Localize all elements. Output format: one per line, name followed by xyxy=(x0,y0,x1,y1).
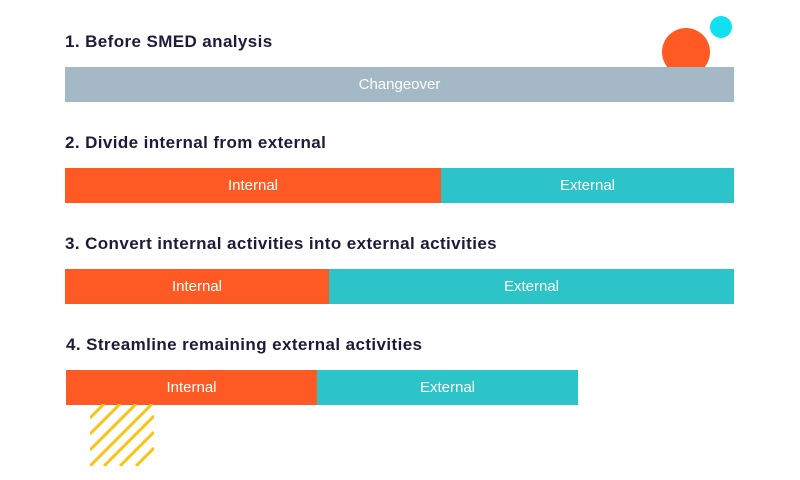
internal-segment: Internal xyxy=(65,269,329,304)
step-1-title: 1. Before SMED analysis xyxy=(65,32,273,51)
step-2-title: 2. Divide internal from external xyxy=(65,133,327,152)
step-3-title: 3. Convert internal activities into exte… xyxy=(65,234,498,253)
step-2-bar: Internal External xyxy=(65,168,734,203)
internal-segment: Internal xyxy=(66,370,317,405)
external-segment: External xyxy=(441,168,734,203)
internal-segment: Internal xyxy=(65,168,441,203)
step-4-title: 4. Streamline remaining external activit… xyxy=(66,335,423,354)
step-3-bar: Internal External xyxy=(65,269,734,304)
yellow-hatch-decoration xyxy=(90,404,154,466)
cyan-circle-decoration xyxy=(710,16,732,38)
changeover-segment: Changeover xyxy=(65,67,734,102)
step-4-bar: Internal External xyxy=(66,370,578,405)
step-1-bar: Changeover xyxy=(65,67,734,102)
external-segment: External xyxy=(317,370,578,405)
external-segment: External xyxy=(329,269,734,304)
